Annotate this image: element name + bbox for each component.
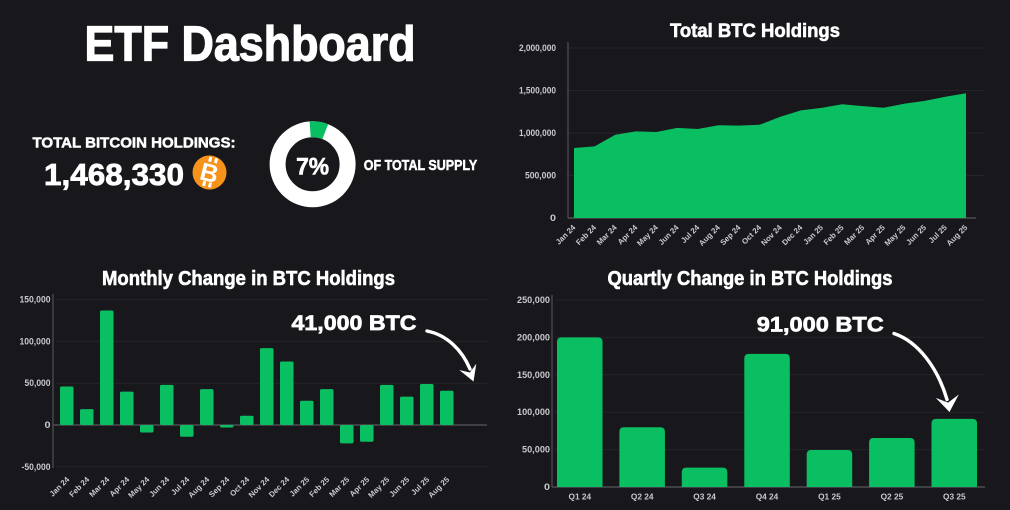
svg-text:150,000: 150,000 bbox=[20, 295, 51, 305]
svg-text:150,000: 150,000 bbox=[517, 370, 550, 380]
svg-text:Q3 25: Q3 25 bbox=[943, 492, 966, 502]
svg-text:Q2 25: Q2 25 bbox=[881, 492, 904, 502]
svg-text:1,500,000: 1,500,000 bbox=[519, 86, 556, 96]
svg-text:OF TOTAL SUPPLY: OF TOTAL SUPPLY bbox=[364, 158, 478, 174]
svg-text:0: 0 bbox=[45, 420, 51, 430]
svg-text:200,000: 200,000 bbox=[517, 332, 550, 342]
svg-text:Q1 25: Q1 25 bbox=[818, 492, 841, 502]
svg-text:1,000,000: 1,000,000 bbox=[519, 128, 556, 138]
svg-text:Monthly Change in BTC Holdings: Monthly Change in BTC Holdings bbox=[102, 267, 395, 290]
svg-text:Q2 24: Q2 24 bbox=[631, 492, 654, 502]
svg-text:41,000 BTC: 41,000 BTC bbox=[292, 311, 417, 335]
svg-text:100,000: 100,000 bbox=[20, 336, 51, 346]
svg-text:2,000,000: 2,000,000 bbox=[519, 43, 556, 53]
svg-text:500,000: 500,000 bbox=[525, 171, 556, 181]
svg-text:7%: 7% bbox=[296, 154, 329, 181]
svg-text:91,000 BTC: 91,000 BTC bbox=[757, 313, 884, 337]
svg-text:TOTAL BITCOIN HOLDINGS:: TOTAL BITCOIN HOLDINGS: bbox=[33, 136, 236, 152]
svg-text:50,000: 50,000 bbox=[25, 378, 51, 388]
svg-text:Q3 24: Q3 24 bbox=[693, 492, 716, 502]
svg-text:0: 0 bbox=[550, 213, 556, 223]
svg-text:0: 0 bbox=[544, 482, 550, 492]
svg-text:1,468,330: 1,468,330 bbox=[44, 157, 184, 192]
svg-text:100,000: 100,000 bbox=[517, 407, 550, 417]
svg-text:ETF Dashboard: ETF Dashboard bbox=[85, 18, 416, 72]
svg-text:250,000: 250,000 bbox=[517, 295, 550, 305]
svg-text:Q4 24: Q4 24 bbox=[756, 492, 779, 502]
svg-text:Quartly Change in BTC Holdings: Quartly Change in BTC Holdings bbox=[608, 267, 893, 290]
svg-text:Total BTC Holdings: Total BTC Holdings bbox=[670, 20, 840, 42]
svg-text:50,000: 50,000 bbox=[522, 445, 550, 455]
svg-text:-50,000: -50,000 bbox=[22, 462, 51, 472]
svg-text:Q1 24: Q1 24 bbox=[568, 492, 591, 502]
